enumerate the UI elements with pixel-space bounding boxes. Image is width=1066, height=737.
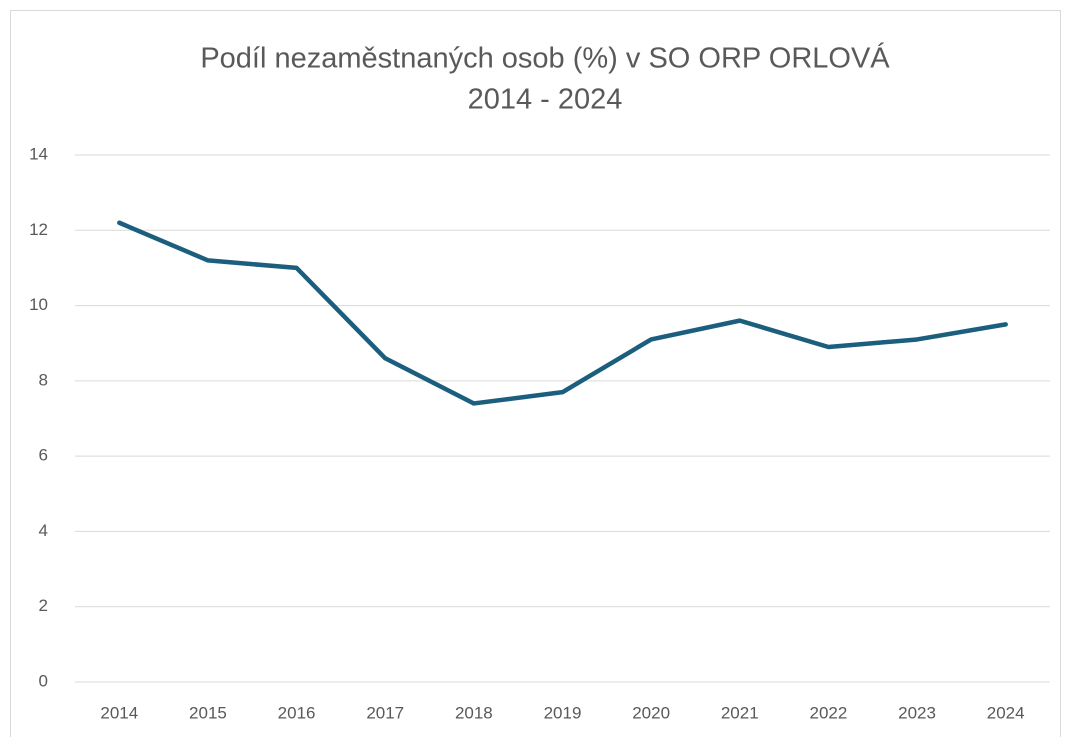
x-tick-label: 2014	[100, 703, 138, 722]
x-tick-label: 2017	[366, 703, 404, 722]
x-tick-label: 2019	[544, 703, 582, 722]
x-tick-label: 2022	[809, 703, 847, 722]
y-tick-label: 10	[29, 295, 48, 314]
x-tick-label: 2018	[455, 703, 493, 722]
y-tick-label: 8	[39, 370, 48, 389]
x-tick-label: 2020	[632, 703, 670, 722]
x-tick-label: 2024	[987, 703, 1025, 722]
x-tick-label: 2016	[278, 703, 316, 722]
y-tick-label: 2	[39, 596, 48, 615]
y-tick-label: 6	[39, 446, 48, 465]
x-tick-label: 2015	[189, 703, 227, 722]
chart-frame	[10, 10, 1061, 737]
chart-title: 2014 - 2024	[468, 84, 623, 116]
x-tick-label: 2021	[721, 703, 759, 722]
data-line	[117, 220, 1008, 406]
y-tick-label: 14	[29, 144, 48, 163]
y-tick-label: 12	[29, 220, 48, 239]
y-tick-label: 4	[39, 521, 48, 540]
y-tick-label: 0	[39, 671, 48, 690]
chart-title: Podíl nezaměstnaných osob (%) v SO ORP O…	[200, 42, 890, 75]
x-tick-label: 2023	[898, 703, 936, 722]
